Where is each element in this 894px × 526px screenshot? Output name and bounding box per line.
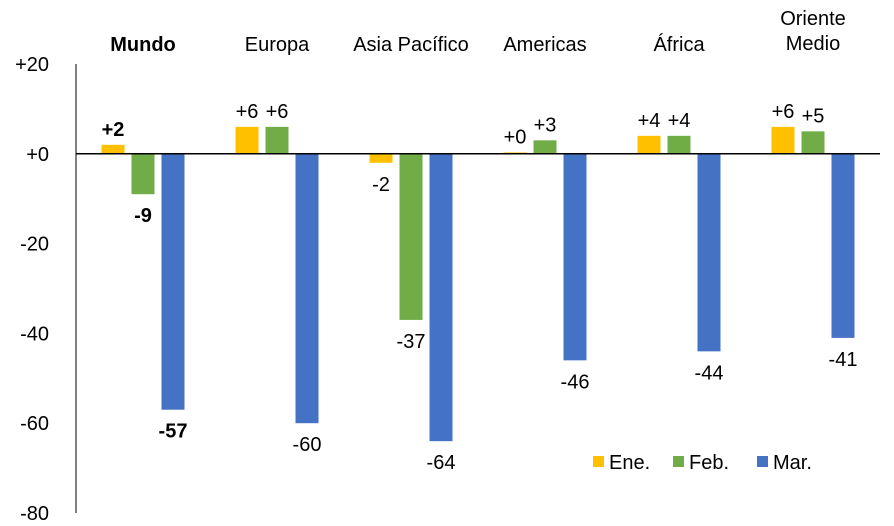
bar-mar [831,153,855,338]
bar-mar [161,153,185,410]
bar-ene [771,126,795,154]
bar-ene [235,126,259,154]
bars [101,126,855,442]
data-label: -57 [159,421,188,443]
y-axis: +20 +0 -20 -40 -60 -80 [15,54,77,525]
legend-swatch [757,456,768,467]
bar-feb [667,135,691,154]
data-label: +4 [668,110,691,132]
bar-mar [563,153,587,361]
legend-swatch [593,456,604,467]
data-label: -44 [695,362,724,384]
data-label: +5 [802,105,825,127]
bar-mar [295,153,319,424]
category-labels: Mundo Europa Asia Pacífico Americas África Or… [110,8,846,56]
category-label: Medio [786,33,840,55]
data-label: +6 [266,101,289,123]
category-label: Mundo [110,34,176,56]
legend-label: Feb. [689,452,729,474]
category-label: Oriente [780,8,846,30]
category-label: Americas [503,34,586,56]
data-label: +0 [504,126,527,148]
data-label: +4 [638,110,661,132]
data-label: -60 [293,434,322,456]
y-tick-label: -40 [20,323,49,345]
bar-ene [637,135,661,154]
bar-feb [533,140,557,154]
y-tick-label: -80 [20,503,49,525]
data-label: -2 [372,174,390,196]
data-label: +6 [236,101,259,123]
legend-swatch [673,456,684,467]
bar-mar [429,153,453,442]
bar-feb [399,153,423,320]
category-label: Europa [245,34,310,56]
y-tick-label: -20 [20,234,49,256]
y-tick-label: +0 [26,144,49,166]
legend-label: Ene. [609,452,650,474]
bar-feb [801,131,825,154]
category-label: Asia Pacífico [353,34,469,56]
bar-ene [101,144,125,154]
data-label: -46 [561,371,590,393]
data-label: -64 [427,452,456,474]
data-label: -37 [397,331,426,353]
y-tick-label: -60 [20,413,49,435]
data-labels: +2 -9 -57 +6 +6 -60 -2 -37 -64 +0 +3 -46 +4 +4 -44 +6 +5… [102,101,858,474]
category-label: África [653,33,705,56]
data-label: +2 [102,119,125,141]
bar-ene [369,153,393,163]
y-tick-label: +20 [15,54,49,76]
bar-mar [697,153,721,352]
legend-label: Mar. [773,452,812,474]
data-label: -41 [829,349,858,371]
data-label: +3 [534,114,557,136]
data-label: +6 [772,101,795,123]
legend: Ene. Feb. Mar. [593,452,812,474]
data-label: -9 [134,205,152,227]
bar-feb [131,153,155,195]
bar-feb [265,126,289,154]
